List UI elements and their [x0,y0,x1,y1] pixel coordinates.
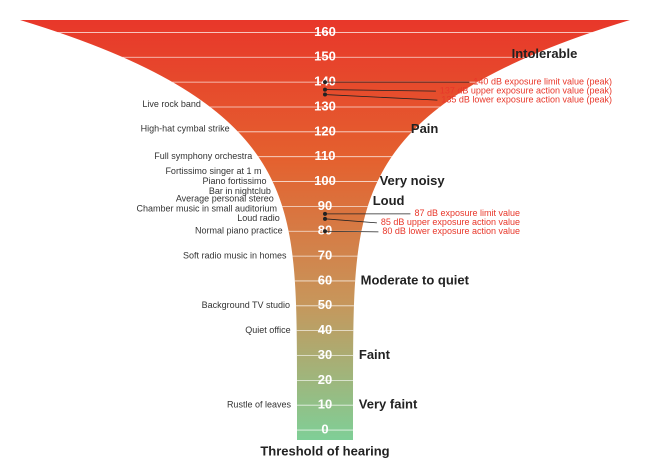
source-label: Bar in nightclub [209,186,271,196]
y-tick-label: 30 [318,347,332,362]
y-tick-label: 130 [314,98,336,113]
zone-label: Pain [411,121,439,136]
y-tick-label: 100 [314,173,336,188]
source-label: Chamber music in small auditorium [136,203,277,213]
source-label: Background TV studio [202,300,290,310]
exposure-leader [324,89,436,92]
y-tick-label: 160 [314,24,336,39]
y-tick-label: 110 [315,148,336,163]
source-label: Piano fortissimo [203,176,267,186]
y-tick-label: 50 [318,297,332,312]
exposure-label: 85 dB upper exposure action value [381,217,520,227]
zone-label: Intolerable [512,46,578,61]
y-tick-label: 10 [318,397,332,412]
exposure-dot [323,87,327,92]
y-tick-label: 70 [318,248,332,263]
exposure-label: 137 dB upper exposure action value (peak… [440,86,612,96]
exposure-leader [324,218,377,224]
exposure-leader [324,94,438,101]
zone-label: Faint [359,347,391,362]
zone-label: Very noisy [380,173,446,188]
exposure-label: 80 dB lower exposure action value [382,226,520,236]
exposure-dot [323,216,327,221]
exposure-label: 140 dB exposure limit value (peak) [473,77,612,87]
source-label: Rustle of leaves [227,400,292,410]
zone-label: Moderate to quiet [361,272,470,287]
source-label: Quiet office [245,325,290,335]
y-tick-label: 60 [318,272,332,287]
source-label: Fortissimo singer at 1 m [165,166,261,176]
zone-label: Very faint [359,397,418,412]
exposure-leader [324,230,379,233]
exposure-dot [323,80,327,85]
exposure-dot [323,92,327,97]
source-label: Full symphony orchestra [154,151,252,161]
source-label: Soft radio music in homes [183,250,287,260]
zone-label: Loud [373,193,405,208]
exposure-dot [323,229,327,234]
y-tick-label: 0 [321,421,328,436]
x-label: Threshold of hearing [260,443,389,458]
source-label: High-hat cymbal strike [141,124,230,134]
y-tick-label: 90 [318,198,332,213]
source-label: Live rock band [142,99,201,109]
source-label: Loud radio [237,213,280,223]
exposure-label: 87 dB exposure limit value [414,208,520,218]
exposure-label: 135 dB lower exposure action value (peak… [441,95,612,105]
y-tick-label: 120 [314,123,336,138]
exposure-dot [323,211,327,216]
y-tick-label: 40 [318,322,332,337]
y-tick-label: 150 [314,49,336,64]
y-tick-label: 20 [318,372,332,387]
source-label: Normal piano practice [195,226,283,236]
source-label: Average personal stereo [176,193,274,203]
